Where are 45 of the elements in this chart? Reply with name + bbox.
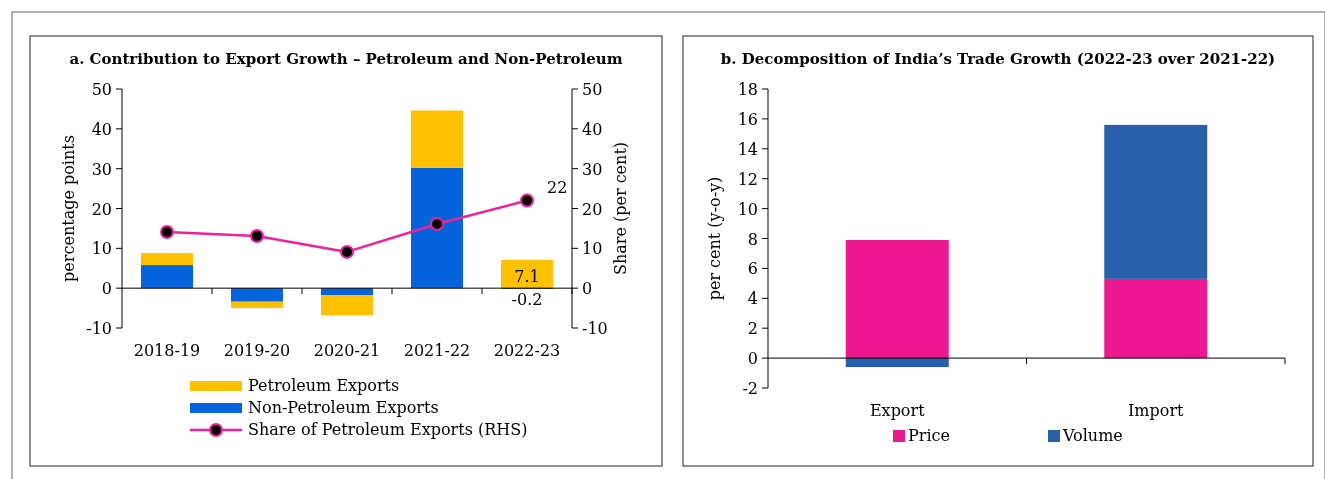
x-tick-label: 2019-20 bbox=[223, 341, 291, 360]
y-tick-label: 16 bbox=[737, 109, 758, 129]
x-tick-label: 2018-19 bbox=[133, 341, 201, 360]
y-tick-label: 40 bbox=[91, 119, 112, 139]
legend-label: Price bbox=[908, 426, 950, 445]
y-tick-label: 0 bbox=[747, 349, 758, 369]
y-axis-title: percentage points bbox=[59, 135, 78, 282]
x-tick-label: 2021-22 bbox=[403, 341, 471, 360]
y-tick-label: 10 bbox=[737, 199, 758, 219]
legend-label: Share of Petroleum Exports (RHS) bbox=[248, 420, 528, 439]
y2-axis-title: Share (per cent) bbox=[611, 141, 630, 276]
y-tick-label: 14 bbox=[737, 139, 758, 159]
y-tick-label: 10 bbox=[91, 239, 112, 259]
y-tick-label: 20 bbox=[91, 199, 112, 219]
y-tick-label: 2 bbox=[747, 319, 758, 339]
legend-label: Petroleum Exports bbox=[248, 376, 400, 395]
y-tick-label: -2 bbox=[742, 379, 758, 398]
legend-label: Non-Petroleum Exports bbox=[248, 398, 439, 417]
x-tick-label: Import bbox=[1128, 401, 1185, 420]
y-tick-label: 50 bbox=[91, 80, 112, 99]
data-label: 7.1 bbox=[514, 267, 540, 287]
data-label: 22 bbox=[547, 177, 568, 197]
y-tick-label: 18 bbox=[737, 80, 758, 99]
y2-tick-label: 20 bbox=[582, 199, 603, 219]
y-tick-label: 30 bbox=[91, 159, 112, 179]
y-tick-label: 8 bbox=[747, 229, 758, 249]
data-label: -0.2 bbox=[511, 289, 543, 309]
x-tick-label: 2020-21 bbox=[313, 341, 381, 360]
x-tick-label: Export bbox=[869, 401, 926, 420]
y2-tick-label: 10 bbox=[582, 239, 603, 259]
chart-title: b. Decomposition of India’s Trade Growth (2022-23 over 2021-22) bbox=[720, 50, 1276, 68]
y2-tick-label: -10 bbox=[582, 319, 608, 338]
y-tick-label: 0 bbox=[101, 279, 112, 299]
y-tick-label: -10 bbox=[86, 319, 112, 338]
chart-title: a. Contribution to Export Growth – Petroleum and Non-Petroleum bbox=[69, 50, 623, 68]
y-axis-title: per cent (y-o-y) bbox=[705, 176, 724, 301]
y2-tick-label: 30 bbox=[582, 159, 603, 179]
y-tick-label: 4 bbox=[747, 289, 758, 309]
y2-tick-label: 40 bbox=[582, 119, 603, 139]
y2-tick-label: 0 bbox=[582, 279, 593, 299]
y2-tick-label: 50 bbox=[582, 80, 603, 99]
legend-label: Volume bbox=[1062, 426, 1123, 445]
x-tick-label: 2022-23 bbox=[493, 341, 561, 360]
y-tick-label: 12 bbox=[737, 169, 758, 189]
y-tick-label: 6 bbox=[747, 259, 758, 279]
